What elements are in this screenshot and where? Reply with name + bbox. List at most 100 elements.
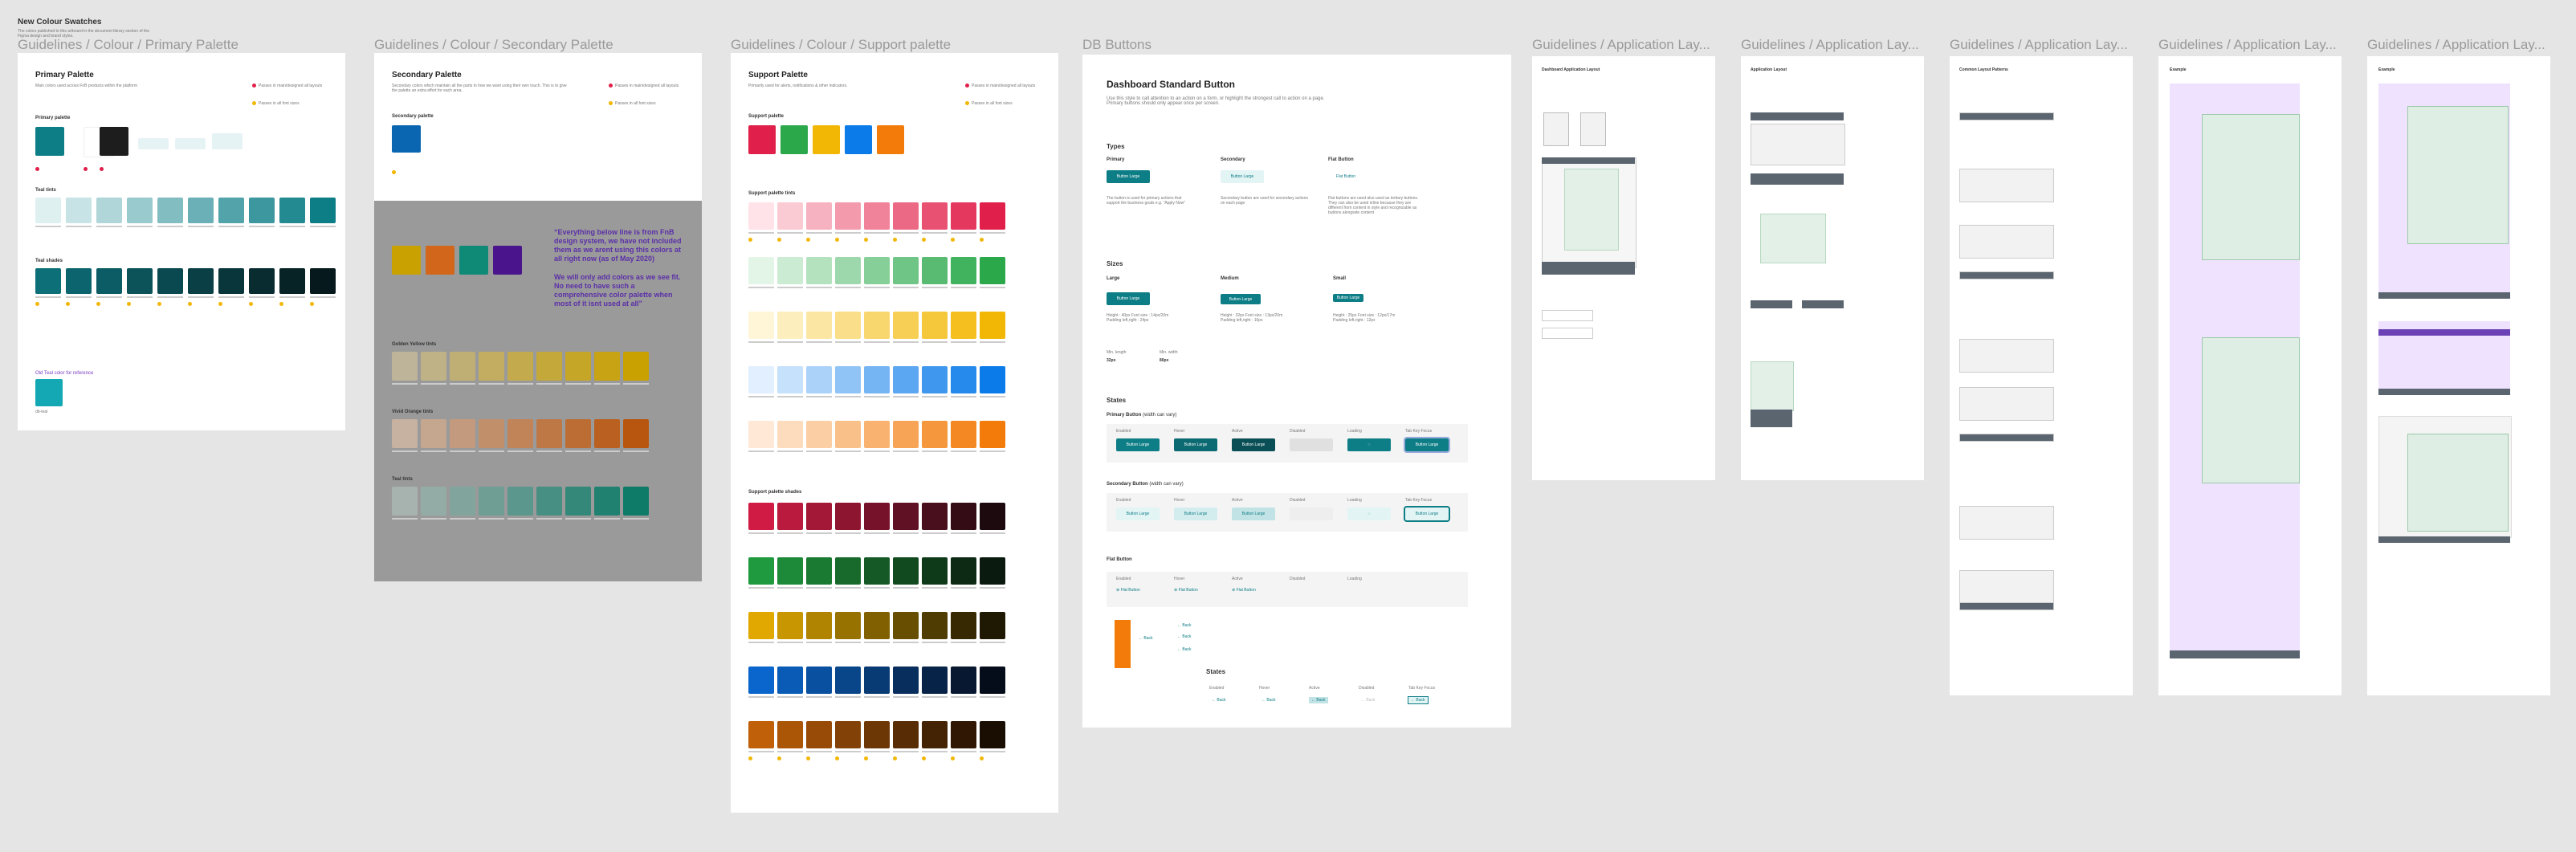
vivid-tint-swatch bbox=[479, 419, 504, 448]
frame-layout-3[interactable]: Common Layout Patterns bbox=[1950, 56, 2133, 695]
wire-content bbox=[1760, 214, 1826, 263]
support-title: Support Palette bbox=[748, 71, 808, 79]
swatch-caption bbox=[594, 450, 620, 452]
flat-state-button[interactable]: ⊕ Flat Button bbox=[1174, 588, 1198, 593]
frame-label-support[interactable]: Guidelines / Colour / Support palette bbox=[731, 37, 952, 52]
back-link-3[interactable]: ← Back bbox=[1177, 634, 1192, 639]
frame-label-layout1[interactable]: Guidelines / Application Lay... bbox=[1532, 37, 1710, 52]
support-palette-label: Support palette bbox=[748, 114, 785, 119]
frame-db-buttons[interactable]: Dashboard Standard Button Use this style… bbox=[1082, 55, 1511, 728]
frame-primary-palette[interactable]: Primary Palette Main colors used across … bbox=[18, 53, 345, 430]
back-state-button[interactable]: ← Back bbox=[1309, 697, 1328, 703]
large-button[interactable]: Button Large bbox=[1107, 292, 1150, 305]
medium-button[interactable]: Button Large bbox=[1221, 294, 1261, 304]
size-medium: Medium bbox=[1221, 276, 1239, 281]
back-link-1[interactable]: ← Back bbox=[1139, 636, 1153, 641]
golden-tint-swatch bbox=[421, 352, 446, 381]
swatch-caption bbox=[565, 450, 591, 452]
swatch-caption bbox=[835, 642, 861, 643]
flat-state-button[interactable]: ⊕ Flat Button bbox=[1232, 588, 1256, 593]
frame-label-layout5[interactable]: Guidelines / Application Lay... bbox=[2367, 37, 2545, 52]
frame-layout-5[interactable]: Example bbox=[2367, 56, 2550, 695]
frame-label-primary[interactable]: Guidelines / Colour / Primary Palette bbox=[18, 37, 238, 52]
swatch-caption bbox=[893, 751, 919, 752]
primary-palette-label: Primary palette bbox=[35, 116, 71, 120]
golden-tint-swatch bbox=[479, 352, 504, 381]
support-shade-swatch bbox=[980, 667, 1005, 694]
swatch-caption bbox=[893, 287, 919, 288]
wire-footer bbox=[1751, 410, 1792, 427]
swatch-caption bbox=[218, 226, 244, 227]
state-button[interactable]: Button Large bbox=[1232, 438, 1275, 451]
support-shade-swatch bbox=[922, 721, 948, 748]
support-shade-swatch bbox=[980, 557, 1005, 585]
frame-label-layout3[interactable]: Guidelines / Application Lay... bbox=[1950, 37, 2128, 52]
frame-layout-4[interactable]: Example bbox=[2158, 56, 2342, 695]
support-tint-swatch bbox=[893, 202, 919, 230]
frame-layout-1[interactable]: Dashboard Application Layout bbox=[1532, 56, 1715, 480]
back-state-button[interactable]: ← Back bbox=[1262, 698, 1276, 703]
secondary-button-sample[interactable]: Button Large bbox=[1221, 170, 1264, 183]
state-button[interactable]: Button Large bbox=[1404, 437, 1450, 453]
support-tint-swatch bbox=[864, 257, 890, 284]
state-button[interactable]: Button Large bbox=[1174, 438, 1217, 451]
swatch-caption bbox=[806, 341, 832, 343]
frame-layout-2[interactable]: Application Layout bbox=[1741, 56, 1924, 480]
wire-box bbox=[1542, 328, 1593, 339]
flat-button-sample[interactable]: Flat Button bbox=[1335, 174, 1356, 179]
small-button[interactable]: Button Large bbox=[1333, 294, 1363, 302]
layout3-title: Common Layout Patterns bbox=[1959, 67, 2008, 72]
frame-label-buttons[interactable]: DB Buttons bbox=[1082, 37, 1151, 52]
support-tint-swatch bbox=[777, 366, 803, 393]
state-button[interactable]: Button Large bbox=[1174, 508, 1217, 520]
support-tint-swatch bbox=[922, 202, 948, 230]
state-button[interactable]: Button Large bbox=[1116, 508, 1160, 520]
state-label: Disabled bbox=[1290, 498, 1306, 503]
state-button[interactable]: ◌ bbox=[1347, 508, 1391, 520]
state-button[interactable]: Button Large bbox=[1232, 508, 1275, 520]
teal-shade-swatch bbox=[249, 268, 275, 294]
frame-secondary-palette[interactable]: Secondary Palette Secondary colors which… bbox=[374, 53, 702, 581]
state-button[interactable] bbox=[1290, 508, 1333, 520]
wire-content bbox=[2407, 434, 2509, 532]
swatch-caption bbox=[806, 287, 832, 288]
state-button[interactable] bbox=[1290, 438, 1333, 451]
vivid-tint-swatch bbox=[594, 419, 620, 448]
support-tint-swatch bbox=[922, 421, 948, 448]
back-state-button[interactable]: ← Back bbox=[1408, 696, 1429, 704]
support-shade-swatch bbox=[864, 503, 890, 530]
type-primary: Primary bbox=[1107, 157, 1125, 162]
vivid-tint-swatch bbox=[392, 419, 418, 448]
back-state-button[interactable]: ← Back bbox=[1361, 698, 1376, 703]
teal2-tint-swatch bbox=[507, 487, 533, 516]
pass-dot bbox=[893, 238, 897, 242]
teal2-tint-swatch bbox=[421, 487, 446, 516]
secondary-title: Secondary Palette bbox=[392, 71, 462, 79]
back-state-button[interactable]: ← Back bbox=[1212, 698, 1226, 703]
golden-tint-swatch bbox=[536, 352, 562, 381]
back-link-2[interactable]: ← Back bbox=[1177, 623, 1192, 628]
pass-dot bbox=[157, 302, 161, 306]
flat-state-button[interactable]: ⊕ Flat Button bbox=[1116, 588, 1140, 593]
frame-support-palette[interactable]: Support Palette Primarily used for alert… bbox=[731, 53, 1058, 813]
swatch-caption bbox=[777, 587, 803, 589]
frame-label-layout4[interactable]: Guidelines / Application Lay... bbox=[2158, 37, 2337, 52]
frame-label-layout2[interactable]: Guidelines / Application Lay... bbox=[1741, 37, 1919, 52]
support-tint-swatch bbox=[748, 202, 774, 230]
wire-content bbox=[1564, 169, 1619, 251]
state-button[interactable]: ◌ bbox=[1347, 438, 1391, 451]
state-label: Loading bbox=[1347, 429, 1362, 434]
swatch-caption bbox=[980, 642, 1005, 643]
support-desc: Primarily used for alerts, notifications… bbox=[748, 84, 848, 88]
state-button[interactable]: Button Large bbox=[1116, 438, 1160, 451]
state-label: Hover bbox=[1174, 498, 1185, 503]
primary-title: Primary Palette bbox=[35, 71, 94, 79]
frame-label-secondary[interactable]: Guidelines / Colour / Secondary Palette bbox=[374, 37, 613, 52]
primary-button-sample[interactable]: Button Large bbox=[1107, 170, 1150, 183]
swatch-caption bbox=[864, 532, 890, 534]
swatch-caption bbox=[392, 450, 418, 452]
back-link-4[interactable]: ← Back bbox=[1177, 647, 1192, 652]
old-teal-label: Old Teal color for reference bbox=[35, 371, 94, 376]
state-button[interactable]: Button Large bbox=[1404, 506, 1450, 522]
support-shade-swatch bbox=[777, 721, 803, 748]
